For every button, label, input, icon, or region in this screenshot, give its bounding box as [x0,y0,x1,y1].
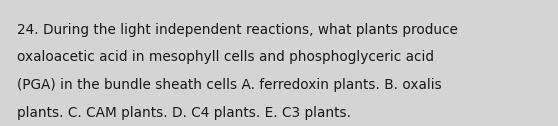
Text: (PGA) in the bundle sheath cells A. ferredoxin plants. B. oxalis: (PGA) in the bundle sheath cells A. ferr… [17,78,441,92]
Text: 24. During the light independent reactions, what plants produce: 24. During the light independent reactio… [17,23,458,37]
Text: plants. C. CAM plants. D. C4 plants. E. C3 plants.: plants. C. CAM plants. D. C4 plants. E. … [17,106,351,120]
Text: oxaloacetic acid in mesophyll cells and phosphoglyceric acid: oxaloacetic acid in mesophyll cells and … [17,50,434,64]
